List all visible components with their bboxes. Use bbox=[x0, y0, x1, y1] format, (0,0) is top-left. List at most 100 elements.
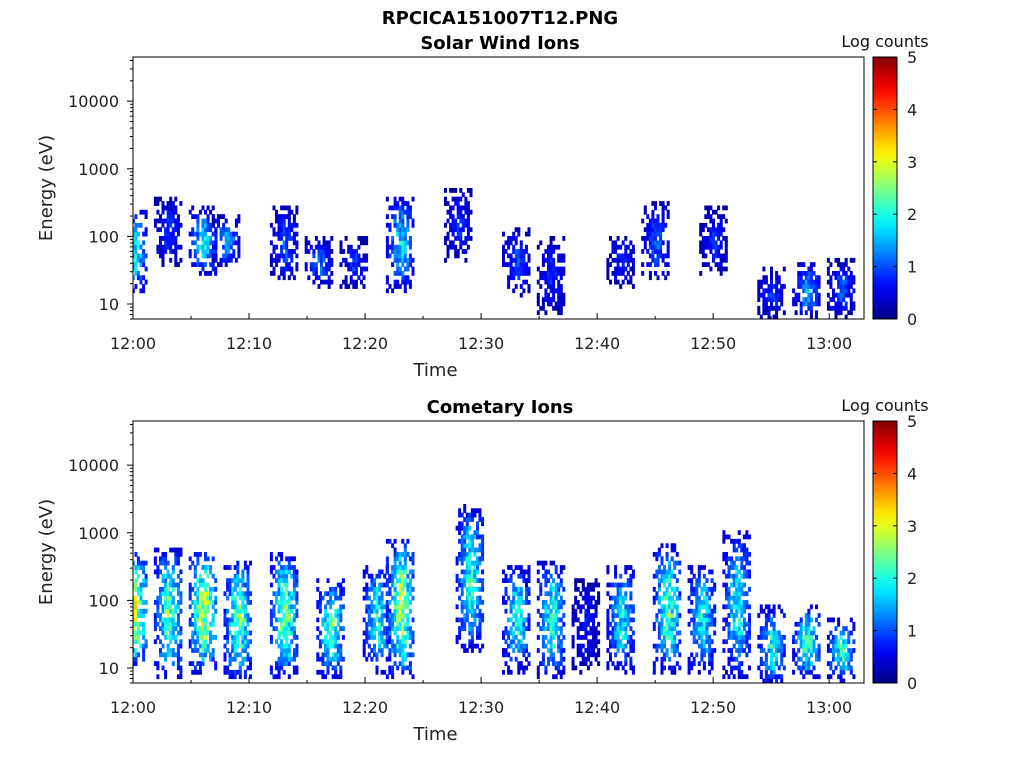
heatmap-cell-14 bbox=[713, 648, 717, 653]
heatmap-cell-2 bbox=[206, 643, 210, 649]
heatmap-cell-7 bbox=[406, 209, 410, 215]
heatmap-cell-1 bbox=[176, 591, 180, 597]
heatmap-cell-11 bbox=[571, 608, 575, 614]
heatmap-cell-7 bbox=[393, 244, 397, 250]
heatmap-cell-10 bbox=[541, 262, 545, 267]
heatmap-cell-13 bbox=[663, 569, 666, 575]
heatmap-cell-7 bbox=[403, 209, 407, 215]
heatmap-cell-7 bbox=[408, 626, 412, 631]
heatmap-cell-10 bbox=[559, 271, 563, 276]
heatmap-cell-12 bbox=[654, 244, 657, 250]
heatmap-cell-6 bbox=[357, 262, 361, 267]
heatmap-cell-4 bbox=[285, 648, 289, 653]
heatmap-cell-7 bbox=[391, 595, 395, 601]
heatmap-cell-1 bbox=[164, 231, 168, 237]
heatmap-cell-3 bbox=[233, 669, 237, 675]
heatmap-cell-5 bbox=[339, 665, 343, 671]
heatmap-cell-7 bbox=[398, 271, 402, 276]
heatmap-cell-9 bbox=[502, 635, 505, 640]
heatmap-cell-0 bbox=[124, 613, 127, 618]
heatmap-cell-12 bbox=[624, 608, 628, 614]
heatmap-cell-17 bbox=[797, 635, 801, 640]
heatmap-cell-17 bbox=[792, 648, 796, 653]
heatmap-cell-12 bbox=[631, 648, 635, 653]
heatmap-cell-12 bbox=[643, 205, 647, 211]
heatmap-cell-5 bbox=[325, 244, 329, 250]
heatmap-cell-16 bbox=[780, 639, 784, 645]
heatmap-cell-12 bbox=[614, 582, 618, 588]
heatmap-cell-8 bbox=[478, 560, 482, 566]
heatmap-cell-7 bbox=[393, 205, 397, 211]
heatmap-cell-15 bbox=[809, 284, 813, 289]
heatmap-cell-5 bbox=[324, 635, 327, 640]
heatmap-cell-3 bbox=[243, 617, 247, 623]
heatmap-cell-2 bbox=[206, 608, 210, 614]
heatmap-cell-11 bbox=[576, 626, 580, 631]
heatmap-cell-14 bbox=[759, 292, 763, 298]
heatmap-cell-12 bbox=[616, 595, 620, 601]
heatmap-cell-2 bbox=[209, 652, 213, 658]
heatmap-cell-15 bbox=[722, 674, 726, 680]
heatmap-cell-7 bbox=[393, 613, 397, 618]
heatmap-cell-8 bbox=[458, 578, 462, 583]
heatmap-cell-12 bbox=[656, 222, 660, 228]
heatmap-cell-7 bbox=[411, 257, 415, 263]
heatmap-cell-15 bbox=[797, 292, 801, 298]
heatmap-cell-15 bbox=[748, 573, 751, 579]
heatmap-cell-2 bbox=[204, 626, 207, 631]
heatmap-cell-10 bbox=[559, 292, 563, 298]
heatmap-cell-1 bbox=[174, 244, 178, 250]
heatmap-cell-8 bbox=[468, 643, 472, 649]
heatmap-cell-0 bbox=[139, 630, 143, 636]
heatmap-cell-11 bbox=[629, 257, 633, 263]
heatmap-cell-9 bbox=[512, 591, 516, 597]
heatmap-cell-7 bbox=[411, 630, 415, 636]
heatmap-cell-7 bbox=[391, 643, 395, 649]
heatmap-cell-12 bbox=[629, 643, 633, 649]
heatmap-cell-12 bbox=[654, 271, 657, 276]
heatmap-cell-1 bbox=[159, 556, 162, 562]
heatmap-cell-1 bbox=[164, 600, 168, 605]
heatmap-cell-9 bbox=[522, 652, 526, 658]
heatmap-cell-11 bbox=[584, 656, 588, 662]
heatmap-cell-2 bbox=[188, 591, 192, 597]
heatmap-cell-3 bbox=[217, 218, 220, 224]
heatmap-cell-1 bbox=[166, 222, 170, 228]
heatmap-cell-13 bbox=[657, 578, 661, 583]
heatmap-cell-15 bbox=[732, 621, 736, 627]
heatmap-cell-7 bbox=[396, 556, 400, 562]
heatmap-cell-10 bbox=[559, 669, 563, 675]
heatmap-cell-13 bbox=[668, 626, 672, 631]
heatmap-cell-5 bbox=[317, 253, 321, 259]
heatmap-cell-10 bbox=[549, 656, 553, 662]
heatmap-cell-10 bbox=[536, 292, 540, 298]
heatmap-cell-7 bbox=[401, 586, 405, 592]
heatmap-cell-11 bbox=[629, 240, 633, 246]
heatmap-cell-16 bbox=[757, 635, 761, 640]
heatmap-cell-8 bbox=[465, 573, 469, 579]
heatmap-cell-0 bbox=[122, 635, 125, 640]
heatmap-cell-10 bbox=[544, 292, 548, 298]
heatmap-cell-4 bbox=[275, 661, 278, 666]
heatmap-cell-8 bbox=[473, 600, 477, 605]
heatmap-cell-13 bbox=[665, 626, 669, 631]
heatmap-cell-10 bbox=[541, 301, 545, 307]
heatmap-cell-5 bbox=[334, 586, 338, 592]
heatmap-cell-10 bbox=[557, 244, 561, 250]
heatmap-cell-14 bbox=[710, 621, 714, 627]
heatmap-cell-4 bbox=[272, 591, 276, 597]
heatmap-cell-9 bbox=[527, 652, 531, 658]
heatmap-cell-5 bbox=[312, 249, 316, 254]
heatmap-cell-10 bbox=[549, 626, 553, 631]
heatmap-cell-1 bbox=[159, 244, 162, 250]
heatmap-cell-8 bbox=[449, 188, 453, 193]
heatmap-cell-9 bbox=[502, 231, 505, 237]
heatmap-cell-2 bbox=[196, 604, 200, 610]
heatmap-cell-7 bbox=[393, 538, 397, 544]
heatmap-cell-8 bbox=[473, 621, 477, 627]
heatmap-cell-13 bbox=[660, 608, 664, 614]
heatmap-cell-1 bbox=[161, 244, 165, 250]
heatmap-cell-8 bbox=[461, 249, 465, 254]
heatmap-cell-11 bbox=[597, 639, 601, 645]
heatmap-cell-6 bbox=[362, 630, 366, 636]
